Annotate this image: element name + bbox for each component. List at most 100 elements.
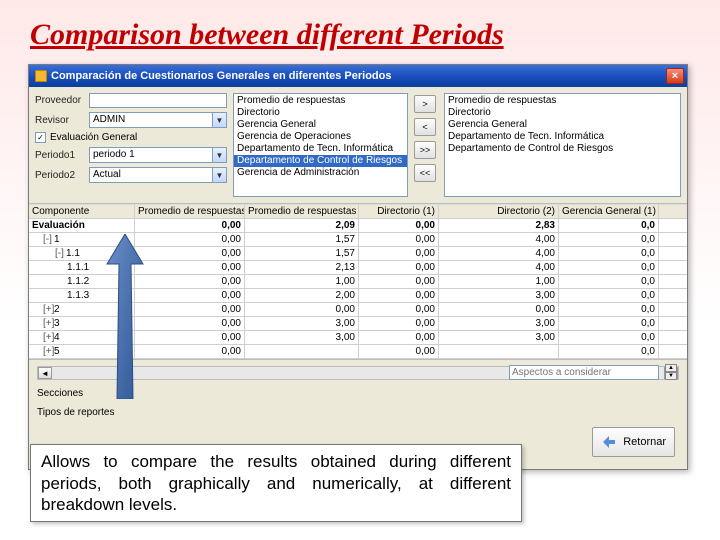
table-row: [+]20,000,000,000,000,0 bbox=[29, 303, 687, 317]
available-listbox[interactable]: Promedio de respuestasDirectorioGerencia… bbox=[233, 93, 408, 197]
cell: 3,00 bbox=[439, 331, 559, 344]
cell: 2,83 bbox=[439, 219, 559, 232]
table-row: 1.1.10,002,130,004,000,0 bbox=[29, 261, 687, 275]
chevron-down-icon: ▼ bbox=[212, 148, 226, 162]
table-row: Evaluación0,002,090,002,830,0 bbox=[29, 219, 687, 233]
cell: 0,0 bbox=[559, 331, 659, 344]
list-item[interactable]: Departamento de Tecn. Informática bbox=[234, 143, 407, 155]
close-button[interactable]: × bbox=[666, 68, 684, 84]
cell: 3,00 bbox=[439, 317, 559, 330]
filter-panel: Proveedor Revisor ADMIN ▼ ✓ Evaluación G… bbox=[29, 87, 687, 204]
collapse-icon[interactable]: [-] bbox=[43, 234, 52, 245]
list-item[interactable]: Directorio bbox=[445, 107, 680, 119]
cell: 0,00 bbox=[359, 317, 439, 330]
label-periodo1: Periodo1 bbox=[35, 150, 85, 161]
row-label[interactable]: [+]4 bbox=[29, 331, 135, 344]
row-label[interactable]: 1.1.1 bbox=[29, 261, 135, 274]
row-label[interactable]: 1.1.3 bbox=[29, 289, 135, 302]
cell: 1,00 bbox=[439, 275, 559, 288]
row-label[interactable]: [-]1.1 bbox=[29, 247, 135, 260]
aspectos-spin-up[interactable]: ▲ bbox=[665, 364, 677, 372]
label-proveedor: Proveedor bbox=[35, 95, 85, 106]
cell: 0,0 bbox=[559, 261, 659, 274]
move-all-right-button[interactable]: >> bbox=[414, 141, 436, 159]
aspectos-spin-down[interactable]: ▼ bbox=[665, 372, 677, 380]
cell: 0,00 bbox=[135, 233, 245, 246]
cell: 0,00 bbox=[359, 219, 439, 232]
column-header[interactable]: Directorio (1) bbox=[359, 205, 439, 218]
periodo2-select[interactable]: Actual ▼ bbox=[89, 167, 227, 183]
cell: 2,13 bbox=[245, 261, 359, 274]
aspectos-input[interactable] bbox=[509, 365, 659, 380]
row-label[interactable]: [+]2 bbox=[29, 303, 135, 316]
table-row: [-]1.10,001,570,004,000,0 bbox=[29, 247, 687, 261]
scroll-left-icon: ◄ bbox=[38, 367, 52, 379]
list-item[interactable]: Promedio de respuestas bbox=[234, 95, 407, 107]
list-item[interactable]: Gerencia General bbox=[445, 119, 680, 131]
column-header[interactable]: Promedio de respuestas (2) bbox=[245, 205, 359, 218]
periodo1-value: periodo 1 bbox=[90, 148, 212, 162]
list-item[interactable]: Departamento de Control de Riesgos bbox=[445, 143, 680, 155]
proveedor-input[interactable] bbox=[89, 93, 227, 108]
periodo1-select[interactable]: periodo 1 ▼ bbox=[89, 147, 227, 163]
cell: 0,00 bbox=[135, 317, 245, 330]
callout-text: Allows to compare the results obtained d… bbox=[41, 452, 511, 514]
cell: 0,00 bbox=[359, 261, 439, 274]
row-label[interactable]: [+]3 bbox=[29, 317, 135, 330]
column-header[interactable]: Directorio (2) bbox=[439, 205, 559, 218]
cell: 0,0 bbox=[559, 317, 659, 330]
cell: 4,00 bbox=[439, 261, 559, 274]
cell: 3,00 bbox=[245, 331, 359, 344]
slide-title: Comparison between different Periods bbox=[0, 0, 720, 60]
column-header[interactable]: Gerencia General (1) bbox=[559, 205, 659, 218]
cell: 1,00 bbox=[245, 275, 359, 288]
move-right-button[interactable]: > bbox=[414, 95, 436, 113]
cell bbox=[245, 345, 359, 358]
list-item[interactable]: Directorio bbox=[234, 107, 407, 119]
eval-general-label: Evaluación General bbox=[50, 132, 137, 143]
cell bbox=[439, 345, 559, 358]
cell: 0,00 bbox=[439, 303, 559, 316]
results-grid: ComponentePromedio de respuestas (1)Prom… bbox=[29, 204, 687, 359]
eval-general-checkbox[interactable]: ✓ bbox=[35, 132, 46, 143]
move-all-left-button[interactable]: << bbox=[414, 164, 436, 182]
list-item[interactable]: Gerencia de Administración bbox=[234, 167, 407, 179]
row-label[interactable]: [-]1 bbox=[29, 233, 135, 246]
selected-listbox[interactable]: Promedio de respuestasDirectorioGerencia… bbox=[444, 93, 681, 197]
cell: 0,00 bbox=[359, 275, 439, 288]
cell: 1,57 bbox=[245, 247, 359, 260]
cell: 0,0 bbox=[559, 275, 659, 288]
column-header[interactable]: Componente bbox=[29, 205, 135, 218]
list-item[interactable]: Departamento de Control de Riesgos bbox=[234, 155, 407, 167]
expand-icon[interactable]: [+] bbox=[43, 332, 52, 343]
cell: 0,00 bbox=[135, 289, 245, 302]
column-header[interactable]: Promedio de respuestas (1) bbox=[135, 205, 245, 218]
cell: 0,0 bbox=[559, 303, 659, 316]
cell: 0,00 bbox=[359, 345, 439, 358]
retornar-button[interactable]: Retornar bbox=[592, 427, 675, 457]
row-label[interactable]: [+]5 bbox=[29, 345, 135, 358]
cell: 1,57 bbox=[245, 233, 359, 246]
window-title: Comparación de Cuestionarios Generales e… bbox=[51, 70, 392, 82]
expand-icon[interactable]: [+] bbox=[43, 346, 52, 357]
list-item[interactable]: Promedio de respuestas bbox=[445, 95, 680, 107]
label-periodo2: Periodo2 bbox=[35, 170, 85, 181]
list-item[interactable]: Gerencia General bbox=[234, 119, 407, 131]
cell: 0,00 bbox=[135, 345, 245, 358]
cell: 0,00 bbox=[135, 275, 245, 288]
row-label[interactable]: 1.1.2 bbox=[29, 275, 135, 288]
cell: 0,00 bbox=[359, 233, 439, 246]
description-callout: Allows to compare the results obtained d… bbox=[30, 444, 522, 522]
revisor-select[interactable]: ADMIN ▼ bbox=[89, 112, 227, 128]
list-item[interactable]: Departamento de Tecn. Informática bbox=[445, 131, 680, 143]
row-label[interactable]: Evaluación bbox=[29, 219, 135, 232]
expand-icon[interactable]: [+] bbox=[43, 304, 52, 315]
secciones-label: Secciones bbox=[37, 388, 83, 399]
collapse-icon[interactable]: [-] bbox=[55, 248, 64, 259]
list-item[interactable]: Gerencia de Operaciones bbox=[234, 131, 407, 143]
expand-icon[interactable]: [+] bbox=[43, 318, 52, 329]
cell: 0,00 bbox=[245, 303, 359, 316]
cell: 0,0 bbox=[559, 289, 659, 302]
cell: 0,00 bbox=[359, 247, 439, 260]
move-left-button[interactable]: < bbox=[414, 118, 436, 136]
